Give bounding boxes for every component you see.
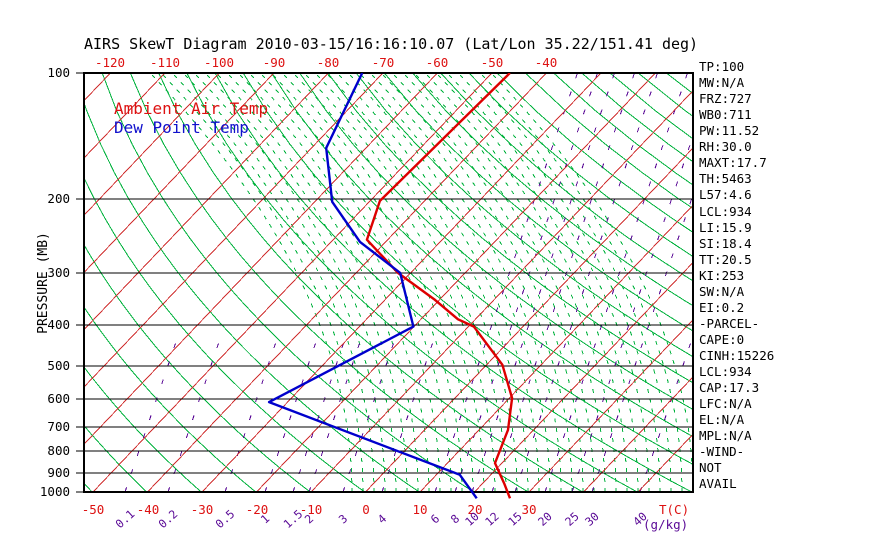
stat-line: EI:0.2: [699, 299, 745, 315]
page-title: AIRS SkewT Diagram 2010-03-15/16:16:10.0…: [84, 35, 699, 53]
top-temp-tick-label: -50: [480, 55, 504, 70]
bottom-temp-tick-label: -30: [190, 502, 214, 517]
stat-line: TH:5463: [699, 171, 752, 187]
pressure-tick-label: 800: [47, 443, 70, 458]
stat-line: LFC:N/A: [699, 396, 752, 412]
bottom-temp-tick-label: 0: [362, 502, 370, 517]
top-temp-tick-label: -100: [203, 55, 235, 70]
stat-line: MAXT:17.7: [699, 155, 767, 171]
pressure-tick-label: 600: [47, 391, 70, 406]
stat-line: -PARCEL-: [699, 315, 760, 331]
pressure-tick-label: 1000: [39, 484, 70, 499]
bottom-temp-tick-label: -10: [299, 502, 323, 517]
top-temp-tick-label: -40: [534, 55, 558, 70]
stat-line: LCL:934: [699, 363, 752, 379]
stat-line: MW:N/A: [699, 75, 745, 90]
stat-line: CINH:15226: [699, 347, 775, 363]
bottom-temp-tick-label: -20: [245, 502, 269, 517]
pressure-tick-label: 400: [47, 317, 70, 332]
bottom-temp-tick-label: 30: [521, 502, 537, 517]
stat-line: NOT: [699, 460, 722, 476]
bottom-temp-tick-label: 10: [412, 502, 428, 517]
stat-line: LCL:934: [699, 203, 752, 219]
temp-unit-label: T(C): [659, 502, 690, 517]
stat-line: EL:N/A: [699, 412, 745, 428]
stat-line: SW:N/A: [699, 283, 745, 299]
dewpoint-curve: [267, 73, 478, 500]
top-temp-tick-label: -80: [316, 55, 340, 70]
bottom-temp-tick-label: -50: [81, 502, 105, 517]
mixing-ratio-lines: [124, 73, 693, 493]
stat-line: TP:100: [699, 59, 745, 74]
stat-line: TT:20.5: [699, 251, 752, 267]
stat-line: MPL:N/A: [699, 428, 752, 444]
stat-line: WB0:711: [699, 107, 752, 123]
dry-adiabat-lines: [84, 73, 693, 493]
top-temp-tick-label: -110: [149, 55, 181, 70]
bottom-temp-tick-label: 20: [467, 502, 483, 517]
stat-line: CAP:17.3: [699, 380, 760, 395]
stat-line: KI:253: [699, 267, 745, 283]
mixing-unit-label: (g/kg): [643, 517, 689, 532]
pressure-tick-label: 500: [47, 358, 70, 373]
pressure-tick-label: 300: [47, 265, 70, 280]
legend-dew-point-label: Dew Point Temp: [114, 118, 249, 137]
isotherm-lines: [84, 73, 693, 493]
temp-curve: [365, 73, 514, 499]
top-temp-tick-label: -90: [262, 55, 286, 70]
top-temp-tick-label: -60: [425, 55, 449, 70]
pressure-tick-label: 900: [47, 465, 70, 480]
top-temp-tick-label: -70: [371, 55, 395, 70]
stat-line: LI:15.9: [699, 219, 752, 235]
pressure-tick-label: 100: [47, 65, 70, 80]
legend-ambient-temp-label: Ambient Air Temp: [114, 99, 269, 118]
stat-line: -WIND-: [699, 444, 745, 460]
stat-line: AVAIL: [699, 476, 737, 492]
stat-line: FRZ:727: [699, 91, 752, 107]
stat-line: SI:18.4: [699, 235, 752, 251]
top-temp-tick-label: -120: [94, 55, 126, 70]
stat-line: CAPE:0: [699, 331, 745, 347]
plot-frame: [83, 72, 694, 493]
stat-line: RH:30.0: [699, 139, 752, 155]
pressure-tick-label: 200: [47, 191, 70, 206]
stat-line: PW:11.52: [699, 123, 760, 139]
bottom-temp-tick-label: -40: [136, 502, 160, 517]
stat-line: L57:4.6: [699, 187, 752, 203]
pressure-tick-label: 700: [47, 419, 70, 434]
